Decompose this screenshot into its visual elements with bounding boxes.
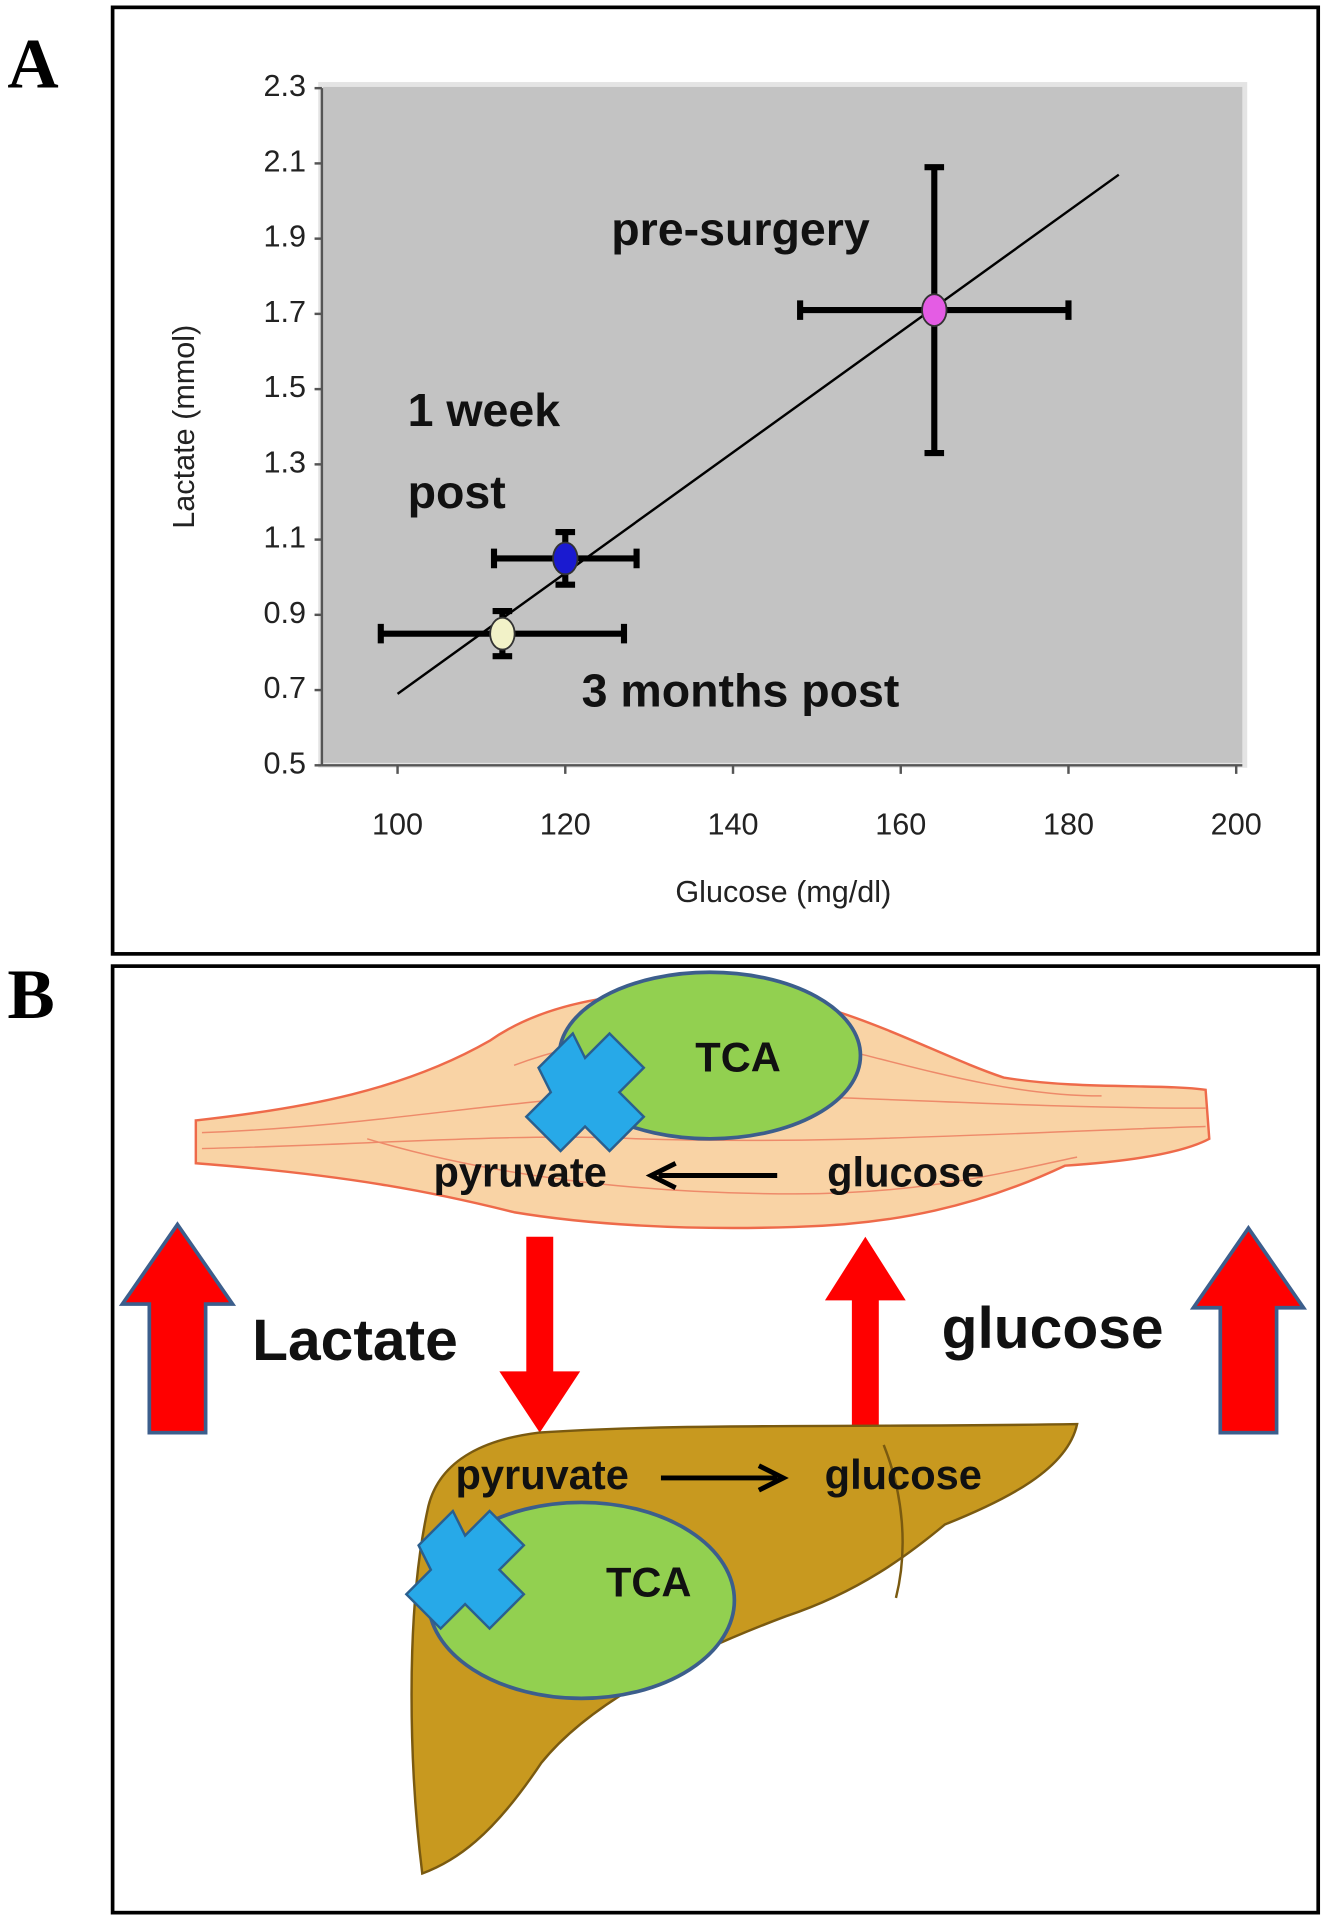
block-cross [404,1508,526,1631]
point [489,616,516,651]
panel-label: A [7,25,58,103]
flow-arrow [824,1236,906,1437]
increase-arrow [1189,1224,1308,1435]
point [552,541,579,576]
y-tick-label: 1.1 [263,521,306,555]
x-tick-label: 180 [1043,808,1094,842]
panel-label: B [7,956,54,1034]
panel-frame [110,5,1321,956]
x-tick-label: 120 [540,808,591,842]
panel-frame [110,964,1321,1915]
x-tick-label: 200 [1211,808,1262,842]
liver-pyruvate: pyruvate [456,1451,629,1498]
y-tick-label: 2.1 [263,144,306,178]
liver-tca: TCA [606,1559,691,1606]
x-tick-label: 160 [875,808,926,842]
reaction-arrow [645,1161,778,1190]
y-tick-label: 1.5 [263,370,306,404]
reaction-arrow [660,1463,789,1493]
x-axis-label: Glucose (mg/dl) [675,875,891,909]
liver-glucose: glucose [825,1451,982,1498]
muscle-pyruvate: pyruvate [433,1149,606,1196]
block-cross [524,1031,646,1153]
glucose-label: glucose [942,1296,1164,1361]
y-axis-label: Lactate (mmol) [167,325,201,529]
x-tick-label: 140 [708,808,759,842]
y-tick-label: 0.9 [263,596,306,630]
annotation: 1 week [408,384,561,436]
liver-lobe [882,1444,904,1599]
annotation: post [408,466,506,518]
y-tick-label: 2.3 [263,69,306,103]
fit-line [396,173,1120,695]
y-tick-label: 1.3 [263,445,306,479]
plot-area [318,82,1248,768]
diagram: TCA pyruvate glucose Lactate glucose TCA… [118,970,1308,1876]
lactate-label: Lactate [252,1308,458,1373]
x-tick-label: 100 [372,808,423,842]
y-tick-label: 1.9 [263,220,306,254]
muscle-glucose: glucose [827,1149,984,1196]
increase-arrow [118,1221,237,1435]
point [921,293,948,327]
annotation: 3 months post [582,665,900,717]
chart: 0.5 0.7 0.9 1.1 1.3 1.5 1.7 1.9 2.1 2.3 100 120 140 1… [167,69,1262,909]
annotation: pre-surgery [611,203,870,255]
y-tick-label: 0.7 [263,671,306,705]
flow-arrow [499,1236,581,1433]
y-tick-label: 1.7 [263,295,306,329]
y-tick-label: 0.5 [263,746,306,780]
muscle-tca: TCA [695,1033,780,1080]
